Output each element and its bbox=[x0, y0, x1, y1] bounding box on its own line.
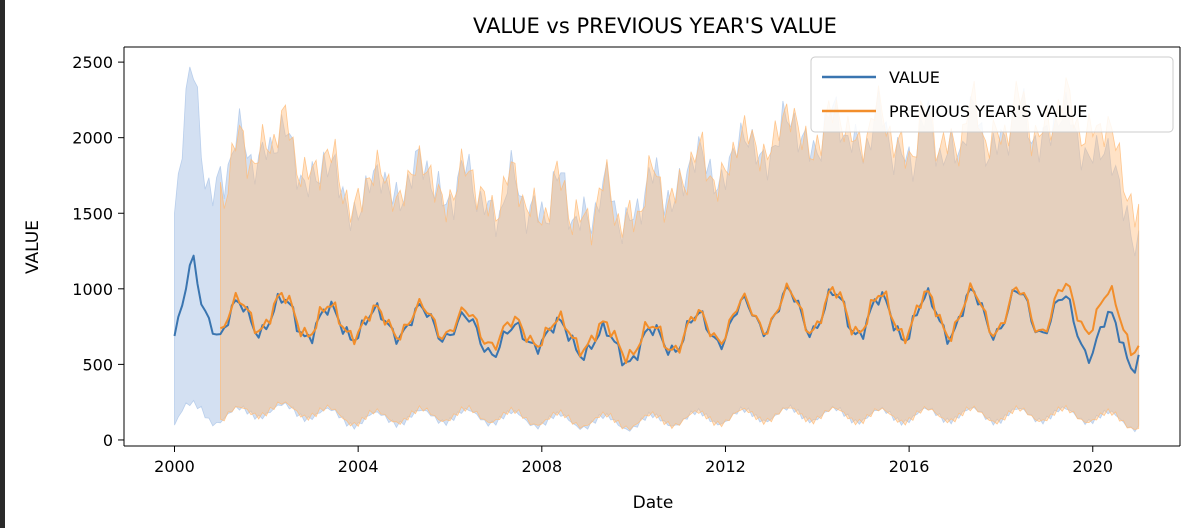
y-axis-label: VALUE bbox=[23, 220, 43, 274]
series-line-value bbox=[173, 254, 1140, 374]
range-band-previous-year-value bbox=[220, 77, 1140, 431]
series-line-previous-year-value bbox=[220, 282, 1140, 364]
legend-box bbox=[810, 56, 1174, 133]
range-bands bbox=[174, 66, 1140, 433]
x-tick-label: 2012 bbox=[705, 457, 746, 476]
y-tick-label: 2500 bbox=[72, 53, 113, 72]
y-tick-label: 500 bbox=[82, 355, 113, 374]
chart-title: VALUE vs PREVIOUS YEAR'S VALUE bbox=[473, 14, 837, 38]
x-axis-ticks: 2000 2004 2008 2012 2016 2020 bbox=[154, 446, 1113, 476]
x-tick-label: 2000 bbox=[154, 457, 195, 476]
legend: VALUE PREVIOUS YEAR'S VALUE bbox=[810, 56, 1174, 133]
y-tick-label: 1000 bbox=[72, 280, 113, 299]
series-lines bbox=[173, 254, 1140, 374]
legend-label-value: VALUE bbox=[889, 68, 940, 87]
y-tick-label: 0 bbox=[103, 431, 113, 450]
y-tick-label: 1500 bbox=[72, 204, 113, 223]
y-axis-ticks: 0 500 1000 1500 2000 2500 bbox=[72, 53, 124, 450]
x-axis-label: Date bbox=[633, 493, 674, 513]
x-tick-label: 2008 bbox=[521, 457, 562, 476]
x-tick-label: 2020 bbox=[1072, 457, 1113, 476]
x-tick-label: 2004 bbox=[338, 457, 379, 476]
legend-label-previous-year-value: PREVIOUS YEAR'S VALUE bbox=[889, 102, 1087, 121]
y-tick-label: 2000 bbox=[72, 129, 113, 148]
window-edge bbox=[0, 0, 5, 528]
x-tick-label: 2016 bbox=[889, 457, 930, 476]
